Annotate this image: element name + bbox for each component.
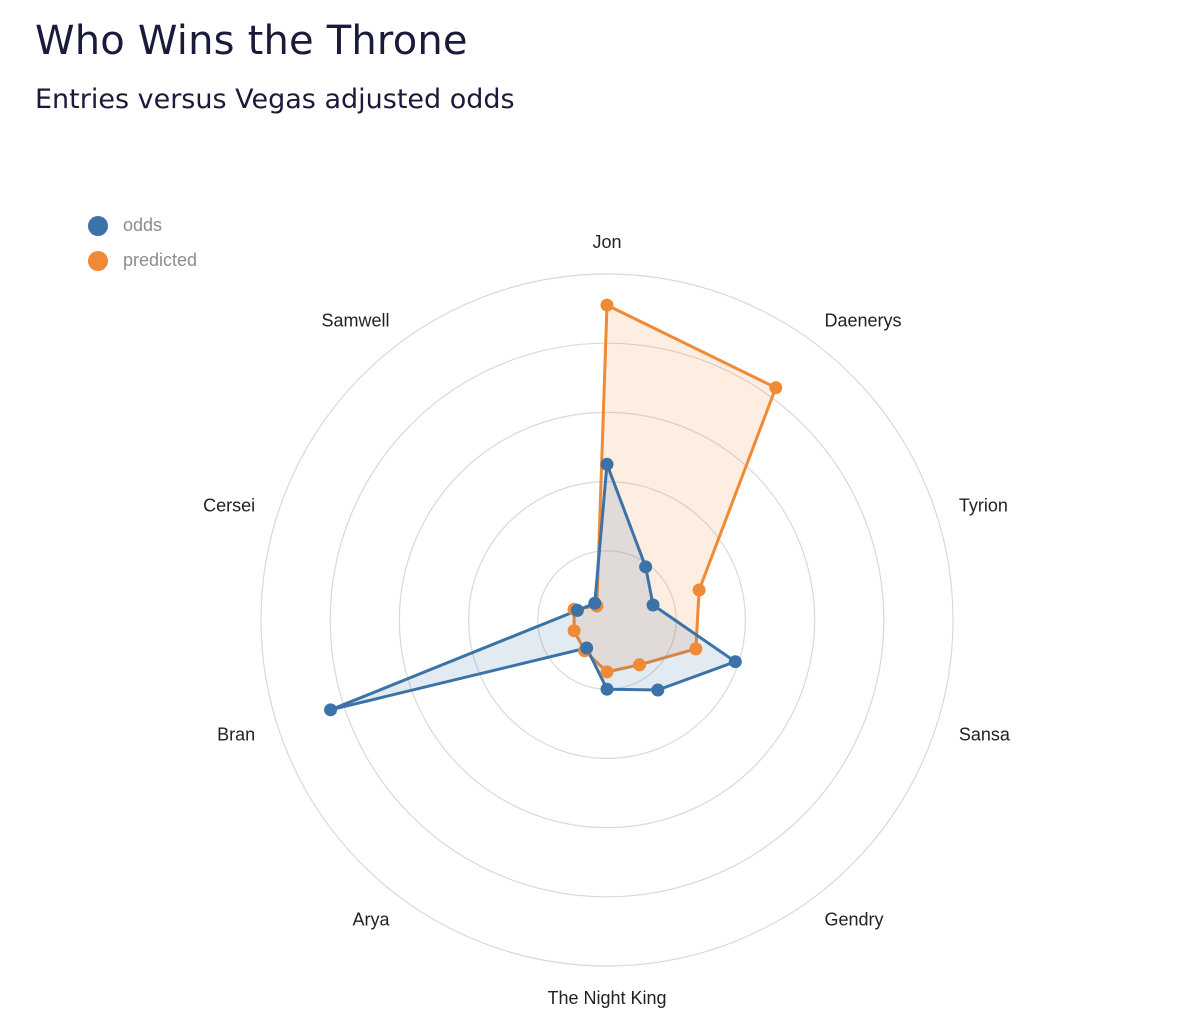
data-point-odds-samwell [588,596,602,610]
axis-label-tyrion: Tyrion [959,496,1008,516]
legend: odds predicted [88,208,197,278]
chart-title: Who Wins the Throne [35,18,468,64]
data-point-predicted-jon [600,298,614,312]
data-point-predicted-sansa [689,642,703,656]
data-point-odds-gendry [651,683,665,697]
chart-subtitle: Entries versus Vegas adjusted odds [35,84,515,115]
data-point-predicted-bran [567,624,581,638]
axis-label-samwell: Samwell [321,311,389,331]
legend-label-odds: odds [123,215,163,235]
axis-label-jon: Jon [592,232,621,252]
data-point-odds-tyrion [646,598,660,612]
legend-item-predicted[interactable]: predicted [88,243,197,278]
axis-label-the-night-king: The Night King [547,988,666,1008]
axis-label-arya: Arya [353,909,391,929]
data-point-predicted-gendry [633,658,647,672]
data-point-predicted-the-night-king [600,665,614,679]
data-point-odds-jon [600,457,614,471]
axis-label-cersei: Cersei [203,496,255,516]
grid-ring [398,411,816,829]
axis-label-bran: Bran [217,724,255,744]
axis-label-gendry: Gendry [824,909,883,929]
data-point-odds-sansa [728,655,742,669]
axis-label-daenerys: Daenerys [824,311,901,331]
data-point-predicted-daenerys [769,381,783,395]
data-point-odds-cersei [570,603,584,617]
data-point-odds-daenerys [639,560,653,574]
legend-marker-predicted [88,250,108,271]
data-point-odds-the-night-king [600,682,614,696]
grid-ring [260,273,954,967]
data-point-predicted-tyrion [692,583,706,597]
legend-marker-odds [88,215,108,236]
legend-item-odds[interactable]: odds [88,208,197,243]
data-point-odds-bran [324,703,338,717]
grid-ring [468,481,746,759]
legend-label-predicted: predicted [123,250,198,270]
data-point-odds-arya [580,641,594,655]
axis-label-sansa: Sansa [959,724,1011,744]
